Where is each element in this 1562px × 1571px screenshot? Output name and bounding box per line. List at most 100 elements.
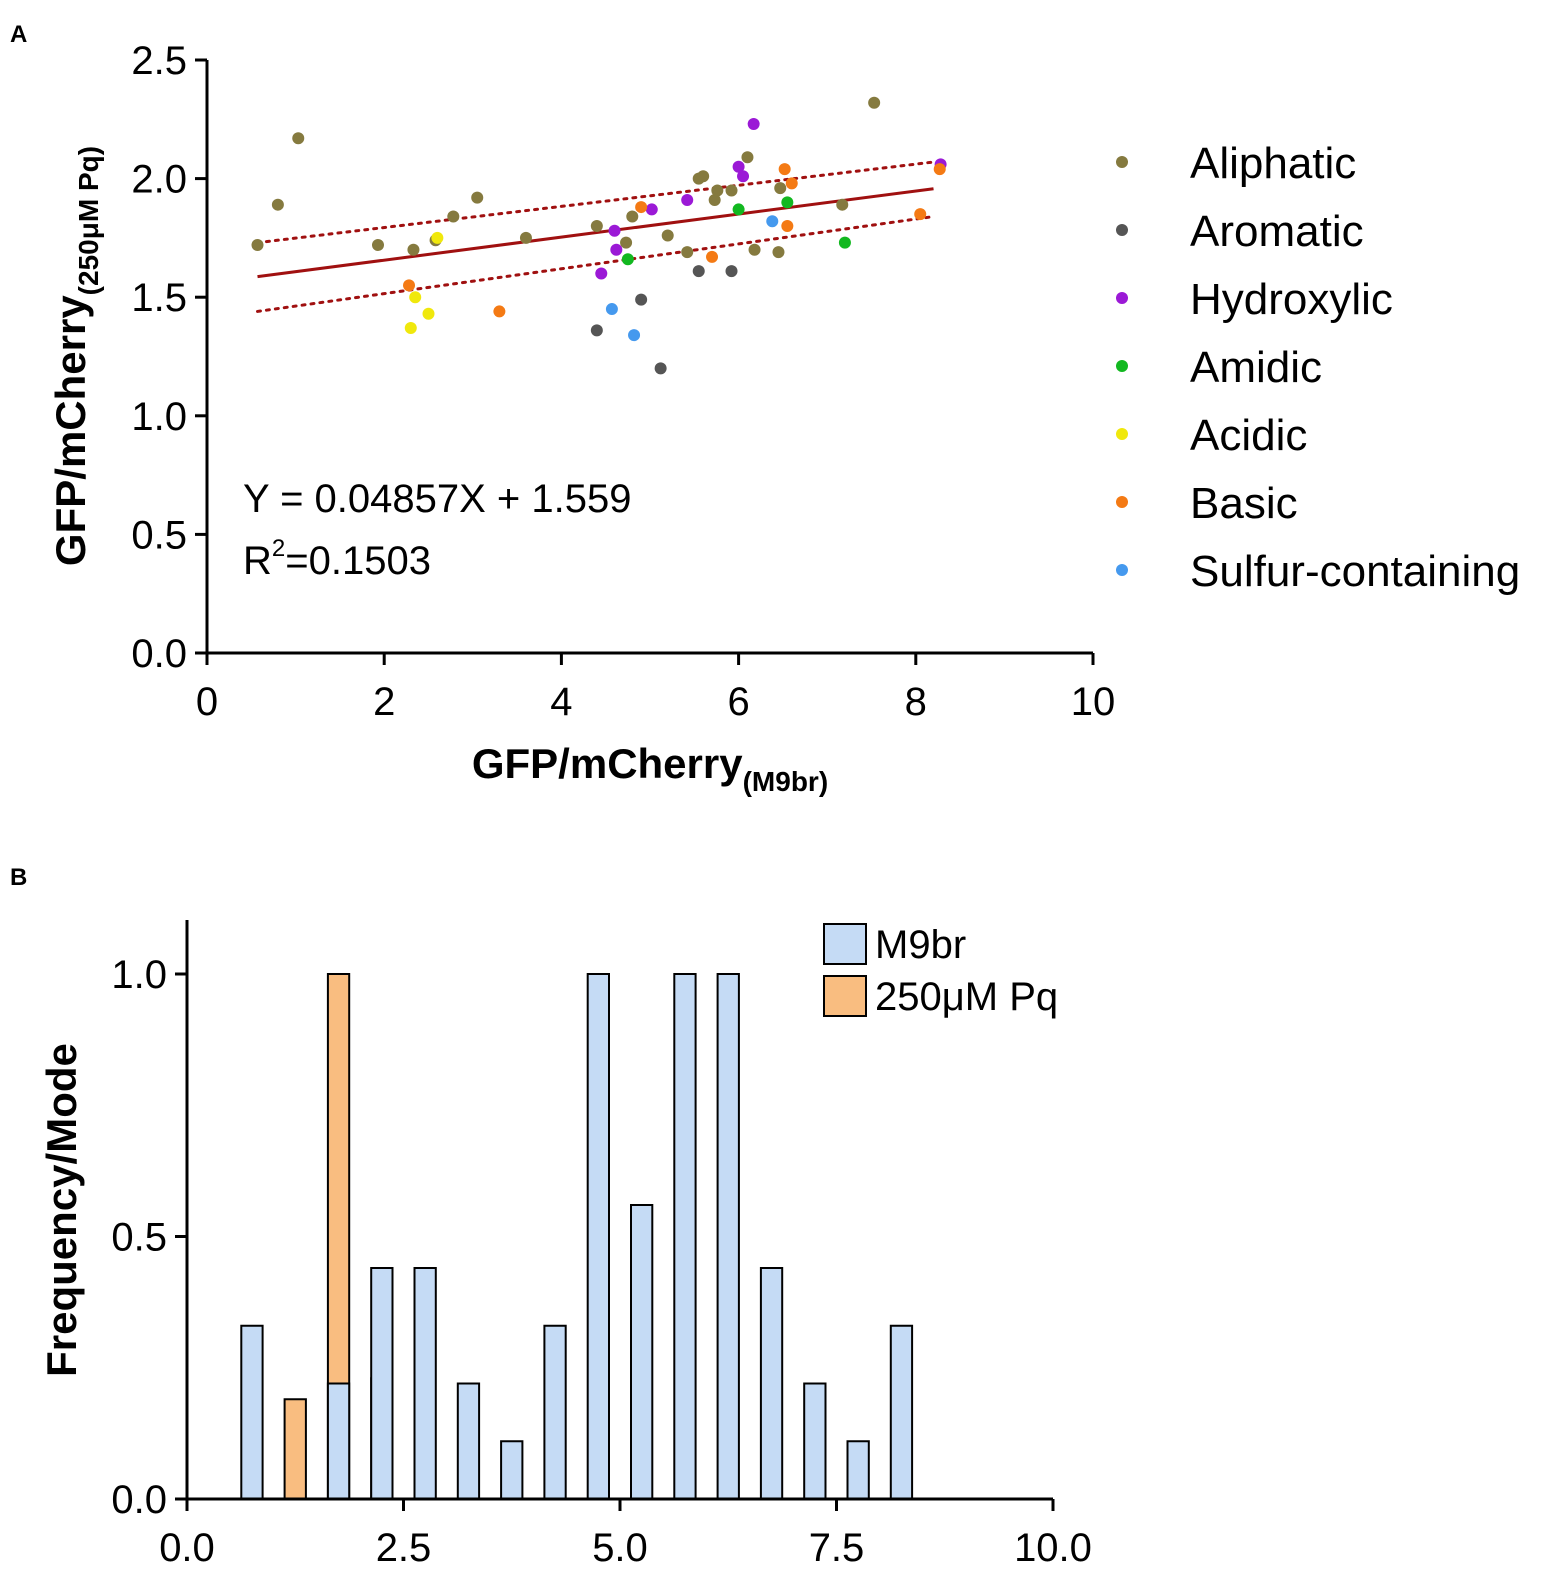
histogram-bar bbox=[326, 1382, 351, 1500]
data-point bbox=[635, 293, 648, 306]
data-point bbox=[692, 265, 705, 278]
y-axis-title-main: GFP/mCherry bbox=[47, 295, 94, 566]
data-point bbox=[635, 201, 648, 214]
legend-item-hydroxylic: Hydroxylic bbox=[1116, 275, 1393, 324]
data-point bbox=[836, 198, 849, 211]
data-point bbox=[785, 177, 798, 190]
data-point bbox=[422, 307, 435, 320]
histogram-bar bbox=[716, 973, 740, 1500]
histogram-bar bbox=[586, 973, 611, 1500]
x-tick-label: 7.5 bbox=[809, 1526, 865, 1570]
y-tick-label: 1.5 bbox=[131, 276, 187, 320]
legend-swatch bbox=[823, 975, 867, 1017]
series-amidic bbox=[621, 196, 851, 266]
histogram-bar bbox=[759, 1267, 784, 1500]
histogram-bar bbox=[500, 1440, 524, 1500]
data-point bbox=[778, 163, 791, 176]
data-point bbox=[772, 246, 785, 259]
data-point bbox=[933, 163, 946, 176]
legend-marker bbox=[1116, 224, 1128, 236]
data-point bbox=[781, 220, 794, 233]
data-point bbox=[711, 184, 724, 197]
y-tick-label: 2.5 bbox=[131, 39, 187, 83]
y-tick-label: 1.0 bbox=[131, 395, 187, 439]
histogram-bars bbox=[240, 973, 914, 1500]
legend-item-amidic: Amidic bbox=[1116, 343, 1322, 392]
y-axis-title: Frequency/Mode bbox=[38, 1043, 85, 1377]
r-squared: R2=0.1503 bbox=[243, 535, 431, 583]
data-point bbox=[654, 362, 667, 375]
x-tick-label: 2.5 bbox=[376, 1526, 432, 1570]
x-axis-title-sub: (M9br) bbox=[743, 766, 829, 797]
legend-item-aliphatic: Aliphatic bbox=[1116, 139, 1356, 188]
x-tick-label: 4 bbox=[550, 680, 572, 724]
data-point bbox=[251, 239, 264, 252]
legend-label: Amidic bbox=[1190, 343, 1322, 392]
x-tick-label: 6 bbox=[727, 680, 749, 724]
series-sulfur-containing bbox=[605, 215, 779, 342]
data-point bbox=[781, 196, 794, 209]
y-axis-ticks: 0.0 0.5 1.0 1.5 2.0 2.5 bbox=[131, 39, 207, 676]
series-aromatic bbox=[590, 265, 738, 375]
data-point bbox=[605, 303, 618, 316]
histogram-bar bbox=[889, 1324, 914, 1500]
x-tick-label: 0.0 bbox=[159, 1526, 215, 1570]
data-point bbox=[608, 224, 621, 237]
data-point bbox=[725, 265, 738, 278]
data-point bbox=[766, 215, 779, 228]
data-point bbox=[838, 236, 851, 249]
legend-item-basic: Basic bbox=[1116, 479, 1298, 528]
data-point bbox=[610, 243, 623, 256]
x-axis-ticks: 0.0 2.5 5.0 7.5 10.0 bbox=[159, 1499, 1092, 1570]
data-point bbox=[407, 243, 420, 256]
y-tick-label: 0.0 bbox=[111, 1478, 167, 1522]
y-tick-label: 0.5 bbox=[131, 513, 187, 557]
legend-label: M9br bbox=[875, 923, 966, 967]
data-point bbox=[681, 246, 694, 259]
y-tick-label: 2.0 bbox=[131, 158, 187, 202]
data-point bbox=[626, 210, 639, 223]
scatter-points bbox=[251, 96, 947, 375]
y-axis-title: GFP/mCherry(250μM Pq) bbox=[47, 146, 104, 566]
legend-marker bbox=[1116, 156, 1128, 168]
legend-label: Basic bbox=[1190, 479, 1298, 528]
regression-fit bbox=[256, 160, 936, 313]
histogram-bar bbox=[543, 1324, 567, 1500]
histogram-bar bbox=[413, 1267, 437, 1500]
data-point bbox=[628, 329, 641, 342]
regression-line bbox=[257, 187, 934, 279]
legend-item-250-m-pq: 250μM Pq bbox=[823, 975, 1058, 1019]
data-point bbox=[741, 151, 754, 164]
panel-b-label: B bbox=[10, 864, 27, 891]
y-tick-label: 1.0 bbox=[111, 953, 167, 997]
data-point bbox=[403, 279, 416, 292]
legend: Aliphatic Aromatic Hydroxylic Amidic Acidic B… bbox=[1116, 139, 1520, 596]
legend-marker bbox=[1116, 360, 1128, 372]
x-axis-title: GFP/mCherry(M9br) bbox=[472, 740, 828, 797]
data-point bbox=[748, 243, 761, 256]
legend-swatch bbox=[823, 923, 867, 965]
legend-marker bbox=[1116, 496, 1128, 508]
regression-equation: Y = 0.04857X + 1.559 bbox=[243, 477, 632, 521]
histogram-bar bbox=[630, 1204, 654, 1500]
data-point bbox=[914, 208, 927, 221]
series-basic bbox=[403, 163, 946, 318]
data-point bbox=[620, 236, 633, 249]
x-tick-label: 8 bbox=[905, 680, 927, 724]
histogram-bar bbox=[456, 1382, 481, 1500]
x-tick-label: 0 bbox=[196, 680, 218, 724]
legend-label: 250μM Pq bbox=[875, 975, 1058, 1019]
data-point bbox=[747, 118, 760, 131]
data-point bbox=[621, 253, 634, 266]
r-squared-prefix: R bbox=[243, 539, 272, 583]
legend-marker bbox=[1116, 428, 1128, 440]
data-point bbox=[681, 193, 694, 206]
histogram-bar bbox=[846, 1440, 870, 1500]
legend-label: Aliphatic bbox=[1190, 139, 1356, 188]
confidence-band-upper bbox=[256, 160, 936, 245]
legend-label: Sulfur-containing bbox=[1190, 547, 1520, 596]
data-point bbox=[371, 239, 384, 252]
series-hydroxylic bbox=[595, 118, 947, 280]
legend: M9br 250μM Pq bbox=[823, 923, 1058, 1019]
y-axis-ticks: 0.0 0.5 1.0 bbox=[111, 953, 187, 1522]
